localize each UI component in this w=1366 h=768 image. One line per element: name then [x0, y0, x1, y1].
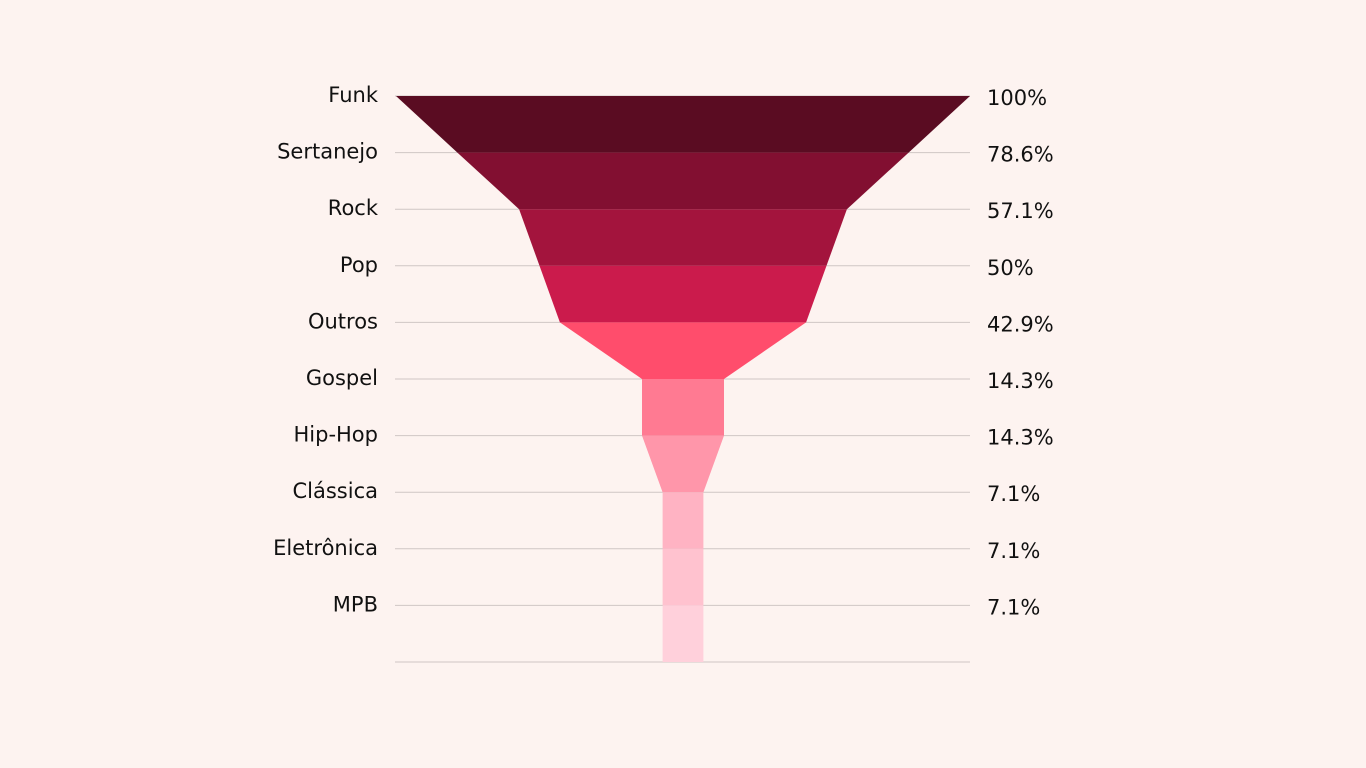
funnel-segment-rock: [519, 209, 847, 266]
category-label: Hip-Hop: [293, 423, 378, 447]
funnel-segment-gospel: [642, 379, 724, 436]
value-label: 7.1%: [987, 482, 1040, 506]
funnel-segment-mpb: [662, 605, 704, 662]
funnel-segment-eletr-nica: [662, 548, 704, 606]
value-label: 7.1%: [987, 595, 1040, 619]
value-label: 14.3%: [987, 426, 1054, 450]
funnel-segment-hip-hop: [642, 435, 724, 493]
category-label: Clássica: [293, 479, 379, 503]
category-label: Gospel: [306, 366, 378, 390]
funnel-segment-pop: [539, 265, 827, 323]
category-label: Eletrônica: [273, 536, 378, 560]
category-label: Rock: [328, 196, 379, 220]
value-label: 7.1%: [987, 539, 1040, 563]
value-label: 14.3%: [987, 369, 1054, 393]
value-label: 78.6%: [987, 143, 1054, 167]
category-label: Outros: [308, 309, 378, 333]
funnel-segment-funk: [396, 96, 970, 153]
category-label: MPB: [333, 592, 378, 616]
category-label: Funk: [328, 83, 379, 107]
value-label: 42.9%: [987, 312, 1054, 336]
category-label: Pop: [340, 253, 378, 277]
value-label: 50%: [987, 256, 1034, 280]
funnel-segment-outros: [559, 322, 807, 379]
funnel-segment-sertanejo: [457, 152, 909, 210]
funnel-segment-cl-ssica: [662, 492, 704, 549]
value-label: 100%: [987, 86, 1047, 110]
value-label: 57.1%: [987, 199, 1054, 223]
category-label: Sertanejo: [277, 140, 378, 164]
